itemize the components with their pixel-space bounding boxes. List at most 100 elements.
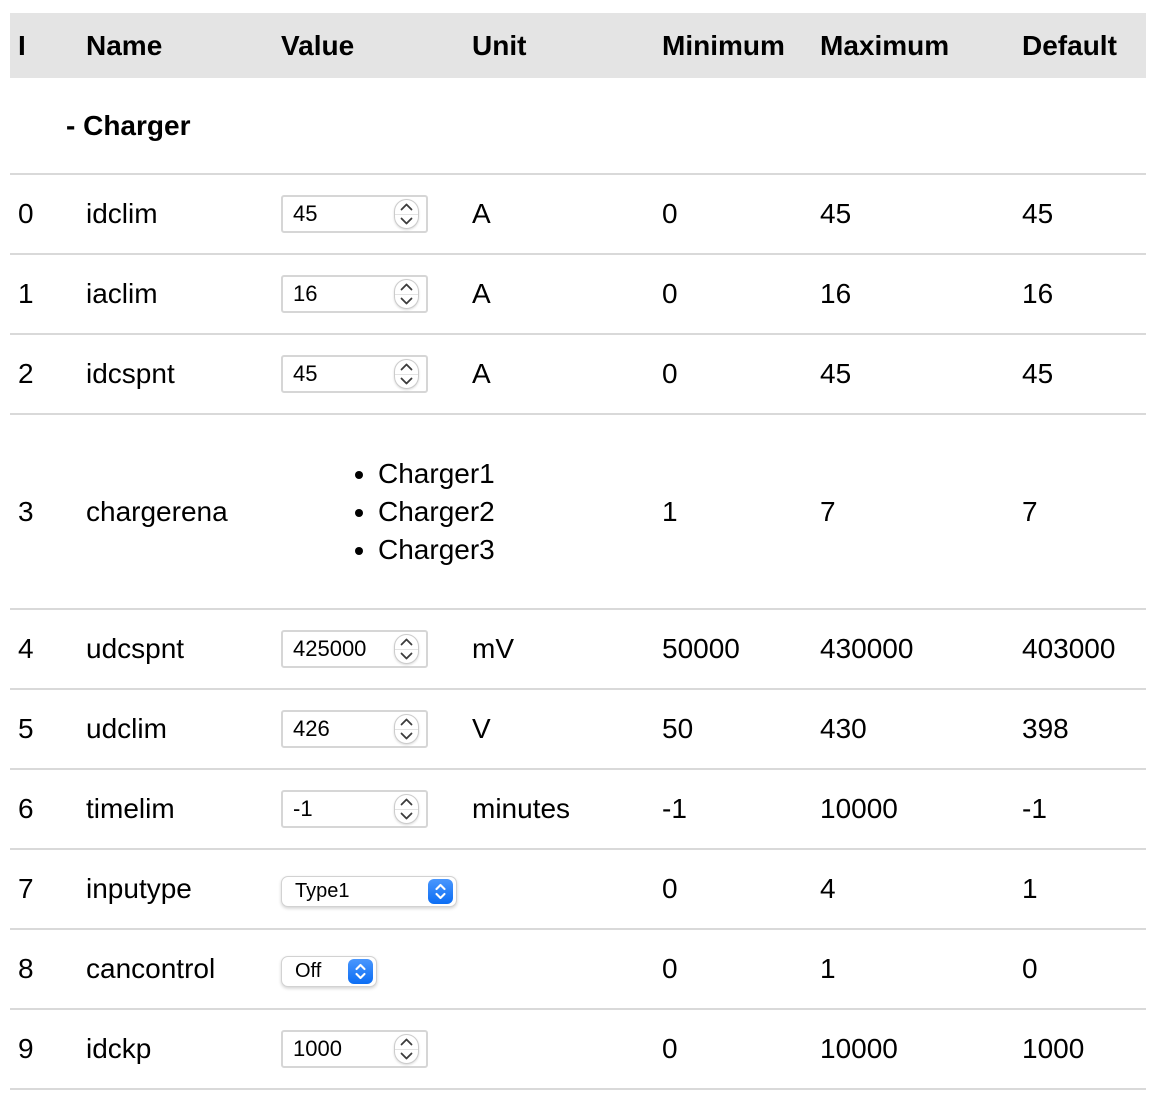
number-input-wrap xyxy=(281,195,428,233)
cell-index: 0 xyxy=(10,174,78,255)
cell-index: 1 xyxy=(10,254,78,335)
value-select[interactable]: Type1 xyxy=(281,875,457,907)
up-down-chevrons-icon xyxy=(355,963,366,979)
select-arrows-button xyxy=(428,878,453,904)
stepper-up-button[interactable] xyxy=(395,360,418,375)
select-arrows-button xyxy=(348,958,373,984)
stepper-up-button[interactable] xyxy=(395,795,418,810)
cell-unit xyxy=(464,849,654,930)
cell-maximum: 45 xyxy=(812,174,1014,255)
cell-index: 6 xyxy=(10,769,78,850)
chevron-up-icon xyxy=(400,1038,413,1046)
cell-unit xyxy=(464,929,654,1010)
chevron-down-icon xyxy=(400,377,413,385)
chevron-down-icon xyxy=(400,297,413,305)
stepper-up-button[interactable] xyxy=(395,280,418,295)
cell-value xyxy=(273,769,464,850)
cell-index: 7 xyxy=(10,849,78,930)
column-header-default: Default xyxy=(1014,13,1146,78)
up-down-chevrons-icon xyxy=(435,883,446,899)
value-list-item: Charger2 xyxy=(378,493,495,531)
stepper-up-button[interactable] xyxy=(395,200,418,215)
cell-default: 1 xyxy=(1014,849,1146,930)
cell-unit: A xyxy=(464,174,654,255)
number-stepper xyxy=(394,279,419,309)
cell-unit: mV xyxy=(464,609,654,690)
table-header: I Name Value Unit Minimum Maximum Default xyxy=(10,13,1146,78)
cell-value: Type1 xyxy=(273,849,464,930)
stepper-down-button[interactable] xyxy=(395,375,418,389)
stepper-down-button[interactable] xyxy=(395,295,418,309)
chevron-up-icon xyxy=(400,363,413,371)
cell-maximum: 1 xyxy=(812,929,1014,1010)
cell-minimum: 0 xyxy=(654,254,812,335)
cell-name: inputype xyxy=(78,849,273,930)
chevron-up-icon xyxy=(400,203,413,211)
cell-value xyxy=(273,174,464,255)
cell-index: 4 xyxy=(10,609,78,690)
stepper-up-button[interactable] xyxy=(395,715,418,730)
stepper-down-button[interactable] xyxy=(395,215,418,229)
number-input-wrap xyxy=(281,710,428,748)
cell-default: -1 xyxy=(1014,769,1146,850)
stepper-down-button[interactable] xyxy=(395,1050,418,1064)
cell-default: 45 xyxy=(1014,174,1146,255)
column-header-unit: Unit xyxy=(464,13,654,78)
cell-maximum: 430000 xyxy=(812,609,1014,690)
number-stepper xyxy=(394,359,419,389)
number-stepper xyxy=(394,199,419,229)
chevron-down-icon xyxy=(400,732,413,740)
cell-default: 7 xyxy=(1014,414,1146,610)
cell-maximum: 10000 xyxy=(812,769,1014,850)
cell-unit xyxy=(464,1009,654,1090)
table-row-iaclim: 1iaclimA01616 xyxy=(10,254,1146,335)
value-select[interactable]: Off xyxy=(281,955,377,987)
cell-maximum: 10000 xyxy=(812,1009,1014,1090)
cell-default: 403000 xyxy=(1014,609,1146,690)
stepper-down-button[interactable] xyxy=(395,650,418,664)
cell-maximum: 4 xyxy=(812,849,1014,930)
stepper-up-button[interactable] xyxy=(395,1035,418,1050)
cell-index: 3 xyxy=(10,414,78,610)
chevron-down-icon xyxy=(400,652,413,660)
chevron-down-icon xyxy=(400,812,413,820)
cell-default: 1000 xyxy=(1014,1009,1146,1090)
cell-index: 2 xyxy=(10,334,78,415)
chevron-down-icon xyxy=(400,217,413,225)
cell-default: 0 xyxy=(1014,929,1146,1010)
cell-default: 398 xyxy=(1014,689,1146,770)
stepper-up-button[interactable] xyxy=(395,635,418,650)
cell-maximum: 45 xyxy=(812,334,1014,415)
cell-minimum: 0 xyxy=(654,849,812,930)
column-header-value: Value xyxy=(273,13,464,78)
cell-name: udcspnt xyxy=(78,609,273,690)
cell-name: cancontrol xyxy=(78,929,273,1010)
table-row-idclim: 0idclimA04545 xyxy=(10,174,1146,255)
cell-unit: A xyxy=(464,254,654,335)
chevron-up-icon xyxy=(400,718,413,726)
header-row: I Name Value Unit Minimum Maximum Default xyxy=(10,13,1146,78)
cell-minimum: 1 xyxy=(654,414,812,610)
cell-minimum: 0 xyxy=(654,174,812,255)
cell-value xyxy=(273,609,464,690)
table-row-chargerena: 3chargerenaCharger1Charger2Charger3177 xyxy=(10,414,1146,610)
cell-default: 16 xyxy=(1014,254,1146,335)
cell-value xyxy=(273,1009,464,1090)
number-input-wrap xyxy=(281,275,428,313)
chevron-down-icon xyxy=(400,1052,413,1060)
cell-default: 45 xyxy=(1014,334,1146,415)
column-header-maximum: Maximum xyxy=(812,13,1014,78)
number-stepper xyxy=(394,634,419,664)
stepper-down-button[interactable] xyxy=(395,730,418,744)
cell-value: Off xyxy=(273,929,464,1010)
cell-unit: minutes xyxy=(464,769,654,850)
cell-index: 9 xyxy=(10,1009,78,1090)
stepper-down-button[interactable] xyxy=(395,810,418,824)
select-selected-option: Off xyxy=(295,959,322,982)
cell-unit: A xyxy=(464,334,654,415)
cell-maximum: 16 xyxy=(812,254,1014,335)
table-body: - Charger0idclimA045451iaclimA016162idcs… xyxy=(10,78,1146,1090)
cell-minimum: 0 xyxy=(654,334,812,415)
